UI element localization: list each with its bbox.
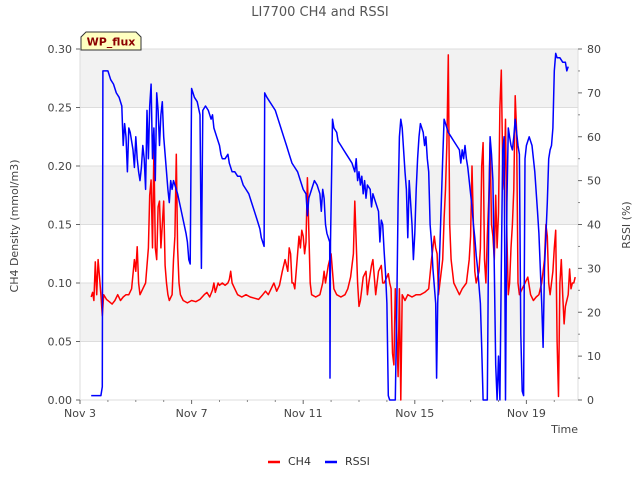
y-left-tick-label-3: 0.15 [48, 219, 73, 232]
x-tick-label-2: Nov 11 [284, 407, 323, 420]
x-axis-label: Time [550, 423, 578, 436]
x-tick-label-4: Nov 19 [507, 407, 546, 420]
band-1 [80, 283, 578, 342]
x-axis-ticks: Nov 3 Nov 7 Nov 11 Nov 15 Nov 19 [64, 400, 555, 420]
series-line-ch4 [90, 54, 576, 401]
y-left-tick-label-1: 0.05 [48, 336, 73, 349]
y-right-tick-label-1: 10 [587, 350, 601, 363]
wp-flux-badge: WP_flux [80, 31, 142, 51]
y-right-tick-label-0: 0 [587, 394, 594, 407]
chart-title: LI7700 CH4 and RSSI [251, 5, 389, 20]
legend: CH4 RSSI [268, 455, 370, 468]
y-right-tick-label-7: 70 [587, 87, 601, 100]
badge-label: WP_flux [87, 36, 136, 49]
y-axis-left-ticks: 0.00 0.05 0.10 0.15 0.20 0.25 0.30 [48, 43, 80, 407]
y-axis-right-ticks: 0 10 20 30 40 50 60 70 80 [578, 43, 601, 407]
y-right-tick-label-8: 80 [587, 43, 601, 56]
y-right-tick-label-5: 50 [587, 175, 601, 188]
y-right-tick-label-3: 30 [587, 262, 601, 275]
legend-item-ch4[interactable]: CH4 [268, 455, 311, 468]
legend-label-rssi: RSSI [345, 455, 370, 468]
y-right-tick-label-4: 40 [587, 219, 601, 232]
y-axis-left-label: CH4 Density (mmol/m3) [8, 160, 21, 293]
legend-item-rssi[interactable]: RSSI [325, 455, 370, 468]
y-right-tick-label-2: 20 [587, 306, 601, 319]
badge-shape [80, 31, 142, 51]
series-line-rssi [91, 52, 569, 401]
y-axis-right-label: RSSI (%) [620, 201, 633, 248]
band-5 [80, 49, 578, 108]
x-tick-label-3: Nov 15 [395, 407, 434, 420]
y-left-tick-label-0: 0.00 [48, 394, 73, 407]
y-right-tick-label-6: 60 [587, 131, 601, 144]
y-left-tick-label-5: 0.25 [48, 102, 73, 115]
y-left-tick-label-6: 0.30 [48, 43, 73, 56]
x-tick-label-0: Nov 3 [64, 407, 96, 420]
y-left-tick-label-4: 0.20 [48, 160, 73, 173]
series-layer [90, 52, 576, 401]
legend-label-ch4: CH4 [288, 455, 311, 468]
x-tick-label-1: Nov 7 [176, 407, 208, 420]
y-left-tick-label-2: 0.10 [48, 277, 73, 290]
